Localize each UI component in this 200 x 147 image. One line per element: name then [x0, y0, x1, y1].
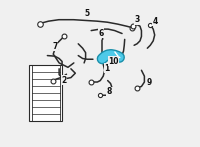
Text: 6: 6: [98, 29, 103, 38]
Text: 1: 1: [104, 64, 109, 73]
Text: 9: 9: [147, 78, 152, 87]
Text: 2: 2: [61, 76, 67, 85]
Text: 3: 3: [135, 15, 140, 24]
Bar: [29, 65, 62, 121]
Text: 4: 4: [153, 17, 158, 26]
Text: 7: 7: [52, 42, 58, 51]
Text: 8: 8: [107, 87, 112, 96]
Text: 5: 5: [84, 9, 89, 19]
Text: 10: 10: [108, 56, 118, 66]
